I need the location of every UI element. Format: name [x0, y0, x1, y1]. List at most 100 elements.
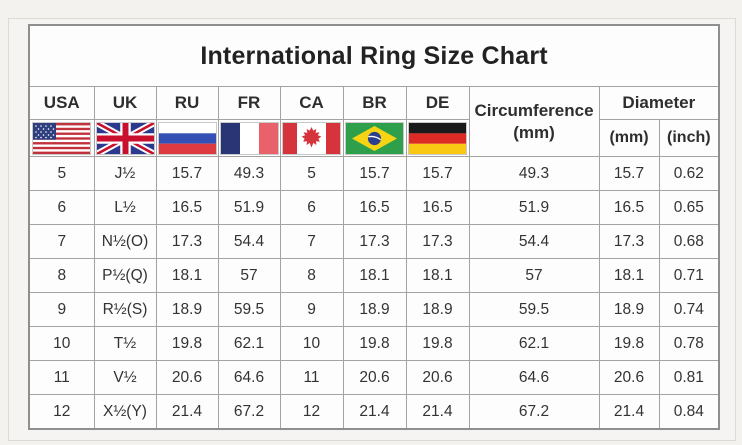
- column-header-circumference: Circumference (mm): [468, 86, 600, 157]
- diameter-mm-header: (mm): [598, 119, 660, 157]
- flag-cell-russia: [155, 119, 219, 157]
- table-row: 11 V½ 20.6 64.6 11 20.6 20.6 64.6 20.6 0.81: [28, 360, 720, 395]
- ca-size: 10: [279, 326, 344, 361]
- diameter-inch-header: (inch): [658, 119, 720, 157]
- flag-cell-brazil: [342, 119, 407, 157]
- column-header-br: BR: [342, 86, 407, 120]
- column-header-ca: CA: [279, 86, 344, 120]
- diameter-mm: 20.6: [598, 360, 660, 395]
- table-row: 10 T½ 19.8 62.1 10 19.8 19.8 62.1 19.8 0.78: [28, 326, 720, 361]
- diameter-inch: 0.74: [658, 292, 720, 327]
- diameter-inch: 0.68: [658, 224, 720, 259]
- fr-size: 54.4: [217, 224, 281, 259]
- fr-size: 49.3: [217, 156, 281, 191]
- russia-flag-icon: [157, 121, 217, 155]
- ru-size: 15.7: [155, 156, 219, 191]
- table-row: 12 X½(Y) 21.4 67.2 12 21.4 21.4 67.2 21.4 0.84: [28, 394, 720, 430]
- diameter-mm: 21.4: [598, 394, 660, 430]
- uk-size: R½(S): [93, 292, 157, 327]
- france-flag-icon: [219, 121, 279, 155]
- circumference-mm: 67.2: [468, 394, 600, 430]
- de-size: 20.6: [405, 360, 470, 395]
- de-size: 21.4: [405, 394, 470, 430]
- br-size: 16.5: [342, 190, 407, 225]
- table-row: 6 L½ 16.5 51.9 6 16.5 16.5 51.9 16.5 0.65: [28, 190, 720, 225]
- de-size: 18.9: [405, 292, 470, 327]
- flag-cell-france: [217, 119, 281, 157]
- ru-size: 21.4: [155, 394, 219, 430]
- header-label-row: USA UK RU FR CA BR DE Circumference (mm)…: [28, 86, 720, 157]
- ru-size: 18.9: [155, 292, 219, 327]
- germany-flag-icon: [408, 121, 467, 155]
- circumference-mm: 54.4: [468, 224, 600, 259]
- usa-size: 11: [28, 360, 95, 395]
- uk-size: P½(Q): [93, 258, 157, 293]
- fr-size: 64.6: [217, 360, 281, 395]
- de-size: 18.1: [405, 258, 470, 293]
- table-row: 8 P½(Q) 18.1 57 8 18.1 18.1 57 18.1 0.71: [28, 258, 720, 293]
- de-size: 19.8: [405, 326, 470, 361]
- de-size: 15.7: [405, 156, 470, 191]
- circumference-mm: 62.1: [468, 326, 600, 361]
- diameter-mm: 16.5: [598, 190, 660, 225]
- uk-size: V½: [93, 360, 157, 395]
- diameter-inch: 0.78: [658, 326, 720, 361]
- usa-size: 8: [28, 258, 95, 293]
- diameter-mm: 15.7: [598, 156, 660, 191]
- usa-size: 10: [28, 326, 95, 361]
- column-header-fr: FR: [217, 86, 281, 120]
- usa-size: 5: [28, 156, 95, 191]
- ru-size: 16.5: [155, 190, 219, 225]
- ru-size: 20.6: [155, 360, 219, 395]
- usa-size: 6: [28, 190, 95, 225]
- de-size: 16.5: [405, 190, 470, 225]
- br-size: 18.1: [342, 258, 407, 293]
- ru-size: 18.1: [155, 258, 219, 293]
- diameter-inch: 0.62: [658, 156, 720, 191]
- circumference-mm: 49.3: [468, 156, 600, 191]
- br-size: 18.9: [342, 292, 407, 327]
- diameter-inch: 0.81: [658, 360, 720, 395]
- column-header-de: DE: [405, 86, 470, 120]
- ru-size: 17.3: [155, 224, 219, 259]
- circumference-mm: 51.9: [468, 190, 600, 225]
- usa-size: 12: [28, 394, 95, 430]
- brazil-flag-icon: [345, 121, 404, 155]
- ca-size: 9: [279, 292, 344, 327]
- ring-size-chart-table: International Ring Size Chart USA UK RU …: [28, 24, 721, 430]
- table-row: 5 J½ 15.7 49.3 5 15.7 15.7 49.3 15.7 0.62: [28, 156, 720, 191]
- table-row: 7 N½(O) 17.3 54.4 7 17.3 17.3 54.4 17.3 0.68: [28, 224, 720, 259]
- fr-size: 67.2: [217, 394, 281, 430]
- uk-size: N½(O): [93, 224, 157, 259]
- usa-flag-icon: [32, 121, 92, 155]
- ca-size: 11: [279, 360, 344, 395]
- diameter-mm: 19.8: [598, 326, 660, 361]
- flag-cell-germany: [405, 119, 470, 157]
- canada-flag-icon: [282, 121, 341, 155]
- diameter-inch: 0.84: [658, 394, 720, 430]
- fr-size: 57: [217, 258, 281, 293]
- ca-size: 8: [279, 258, 344, 293]
- flag-cell-uk: [93, 119, 157, 157]
- uk-size: J½: [93, 156, 157, 191]
- flag-cell-usa: [28, 119, 95, 157]
- diameter-mm: 18.1: [598, 258, 660, 293]
- diameter-mm: 18.9: [598, 292, 660, 327]
- ru-size: 19.8: [155, 326, 219, 361]
- br-size: 17.3: [342, 224, 407, 259]
- circumference-mm: 57: [468, 258, 600, 293]
- circumference-label-line2: (mm): [513, 122, 555, 142]
- uk-size: X½(Y): [93, 394, 157, 430]
- fr-size: 62.1: [217, 326, 281, 361]
- column-header-uk: UK: [93, 86, 157, 120]
- uk-size: T½: [93, 326, 157, 361]
- ring-size-table-body: 5 J½ 15.7 49.3 5 15.7 15.7 49.3 15.7 0.62 6 L½ 16.5 5…: [28, 156, 720, 430]
- diameter-inch: 0.71: [658, 258, 720, 293]
- br-size: 21.4: [342, 394, 407, 430]
- title-row: International Ring Size Chart: [28, 24, 720, 87]
- fr-size: 59.5: [217, 292, 281, 327]
- column-header-diameter: Diameter: [598, 86, 720, 120]
- usa-size: 9: [28, 292, 95, 327]
- br-size: 19.8: [342, 326, 407, 361]
- circumference-label-line1: Circumference: [474, 101, 594, 121]
